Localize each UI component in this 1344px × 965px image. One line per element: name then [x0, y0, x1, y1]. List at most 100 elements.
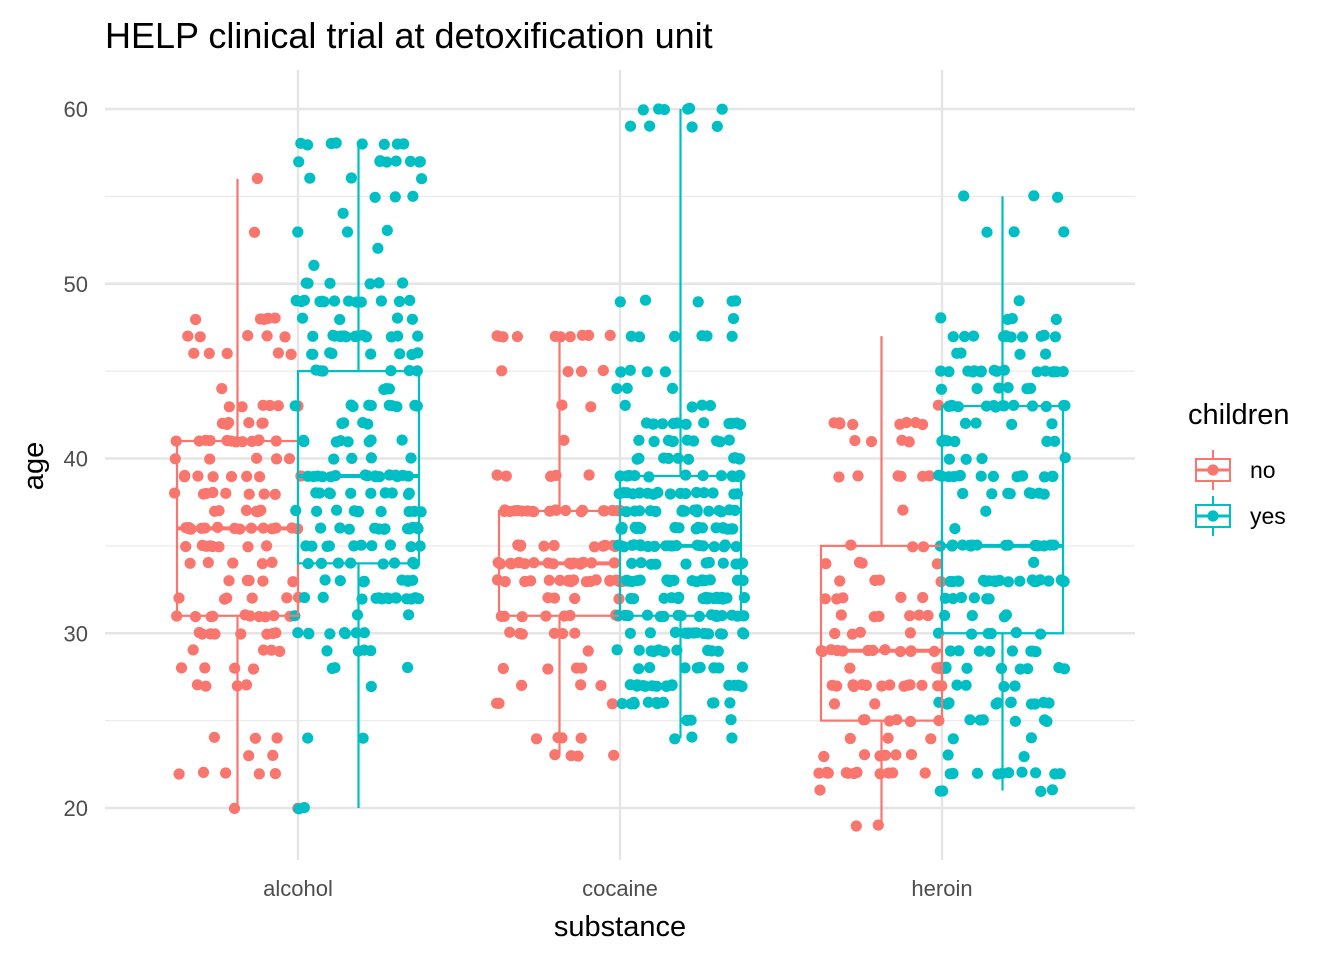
data-point: [980, 505, 992, 517]
data-point: [265, 644, 277, 656]
data-point: [261, 330, 273, 342]
data-point: [1035, 785, 1047, 798]
data-point: [869, 574, 881, 587]
data-point: [1037, 696, 1050, 709]
data-point: [726, 330, 738, 342]
data-point: [220, 767, 232, 779]
data-point: [373, 277, 385, 289]
data-point: [339, 628, 351, 640]
data-point: [635, 557, 647, 569]
data-point: [500, 470, 512, 482]
data-point: [257, 417, 269, 429]
data-point: [922, 609, 934, 622]
data-point: [583, 469, 595, 481]
data-point: [192, 470, 204, 482]
data-point: [1000, 609, 1013, 621]
data-point: [548, 539, 560, 552]
data-point: [663, 576, 676, 588]
data-point: [345, 487, 357, 499]
data-point: [669, 330, 681, 342]
data-point: [708, 697, 720, 709]
data-point: [242, 330, 254, 342]
data-point: [723, 434, 735, 446]
data-point: [565, 750, 577, 762]
data-point: [564, 331, 576, 343]
data-point: [403, 523, 416, 535]
data-point: [1008, 226, 1020, 238]
data-point: [243, 574, 255, 587]
data-point: [221, 592, 233, 604]
data-point: [375, 295, 387, 307]
data-point: [723, 418, 735, 430]
data-point: [391, 401, 403, 413]
data-point: [269, 768, 281, 780]
data-point: [243, 417, 255, 429]
data-point: [849, 435, 861, 447]
data-point: [180, 541, 192, 553]
data-point: [925, 733, 937, 745]
data-point: [308, 259, 320, 271]
data-point: [169, 453, 181, 465]
data-point: [303, 627, 315, 639]
data-point: [664, 488, 677, 500]
data-point: [542, 663, 554, 675]
data-point: [625, 330, 637, 342]
data-point: [548, 627, 561, 639]
data-point: [182, 330, 194, 342]
data-point: [267, 749, 279, 762]
data-point: [1028, 190, 1040, 202]
data-point: [1025, 645, 1037, 657]
data-point: [545, 470, 557, 482]
data-point: [672, 592, 684, 605]
data-point: [681, 714, 693, 727]
data-point: [960, 679, 972, 691]
data-point: [674, 487, 687, 499]
data-point: [904, 627, 917, 639]
data-point: [967, 330, 980, 342]
data-point: [890, 749, 902, 761]
data-point: [391, 312, 404, 324]
data-point: [728, 452, 740, 464]
data-point: [672, 452, 684, 464]
data-point: [1011, 471, 1023, 483]
data-point: [580, 576, 593, 588]
data-point: [667, 435, 679, 447]
data-point: [416, 173, 428, 185]
data-point: [604, 574, 616, 587]
data-point: [200, 487, 212, 500]
data-point: [243, 488, 255, 500]
x-tick-label: alcohol: [263, 876, 333, 901]
data-point: [998, 681, 1010, 693]
data-point: [1014, 575, 1026, 587]
data-point: [971, 767, 984, 779]
data-point: [597, 364, 609, 377]
data-point: [1013, 295, 1025, 307]
data-point: [365, 348, 377, 360]
data-point: [575, 732, 587, 744]
data-point: [704, 574, 716, 586]
data-point: [1006, 313, 1018, 325]
data-point: [296, 312, 309, 324]
data-point: [932, 680, 944, 692]
data-point: [414, 540, 426, 552]
data-point: [179, 469, 191, 482]
data-point: [358, 627, 370, 639]
data-point: [634, 487, 646, 499]
data-point: [538, 540, 550, 552]
data-point: [378, 523, 390, 535]
data-point: [283, 453, 296, 465]
data-point: [331, 504, 343, 516]
data-point: [341, 226, 354, 238]
data-point: [717, 593, 729, 605]
data-point: [736, 661, 749, 673]
data-point: [405, 541, 417, 553]
data-point: [944, 645, 957, 657]
legend: children no yes: [1188, 399, 1290, 536]
data-point: [844, 732, 856, 745]
data-point: [964, 714, 976, 726]
data-point: [390, 155, 402, 167]
y-tick-label: 20: [64, 796, 88, 821]
data-point: [913, 609, 925, 621]
data-point: [342, 436, 354, 448]
data-point: [680, 558, 692, 570]
